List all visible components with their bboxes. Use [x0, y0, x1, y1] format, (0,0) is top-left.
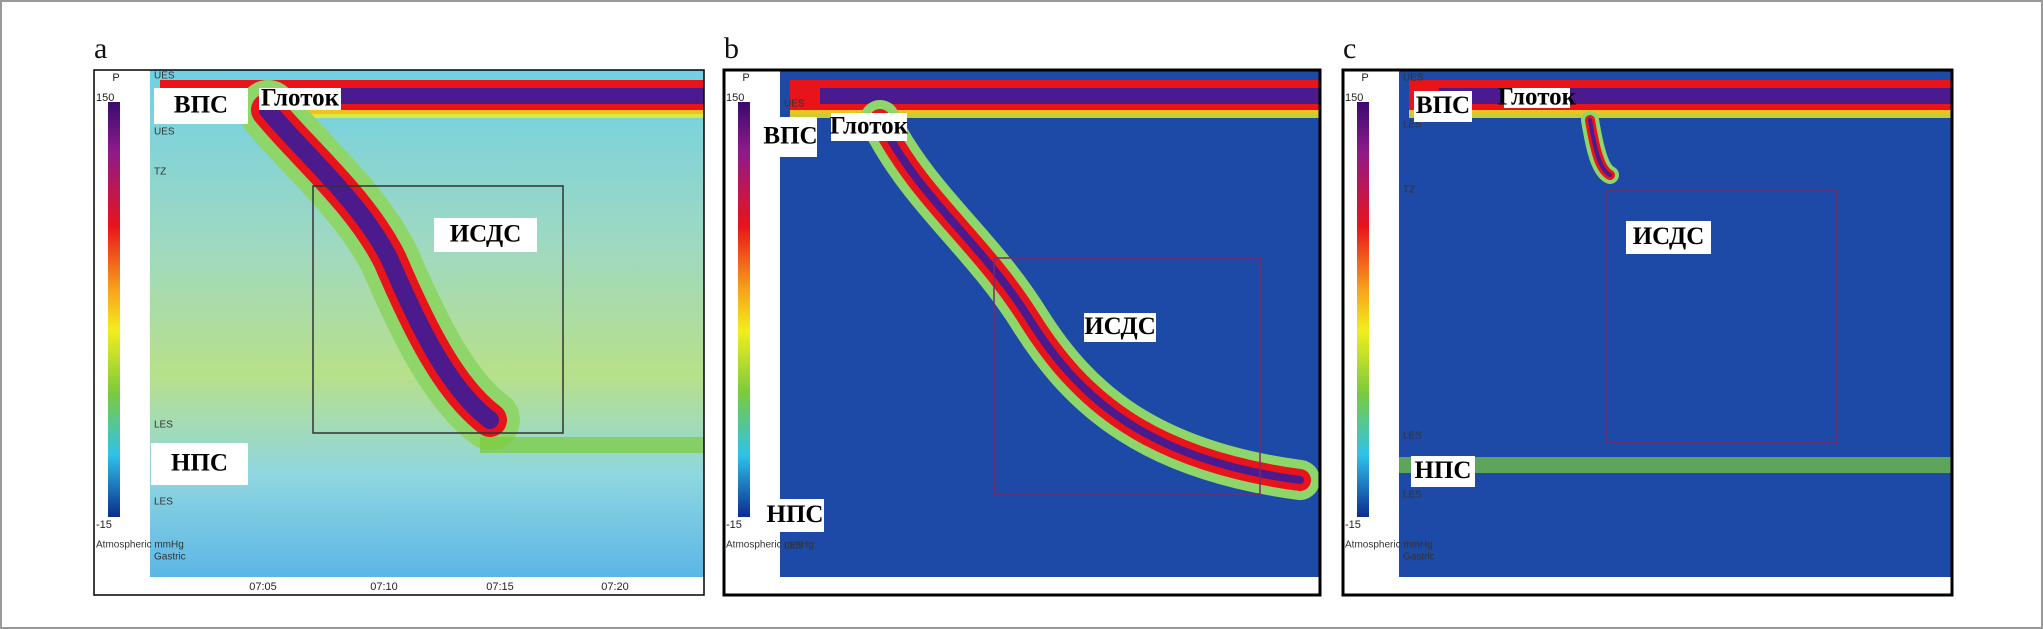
panel: bP 150 -15 Atmospheric mmHg UES LES ВПС Глоток И…	[722, 32, 1322, 597]
colorbar-top: 150	[726, 92, 744, 104]
annotation-bg	[1084, 313, 1156, 342]
sensor-label: UES	[784, 99, 805, 110]
sensor-label: UES	[1403, 73, 1424, 84]
ues-band-edge	[1409, 110, 1952, 118]
sensor-label: UES	[154, 127, 175, 138]
colorbar	[738, 102, 750, 517]
annotation: НПС	[171, 450, 228, 477]
annotation: ИСДС	[1633, 223, 1705, 250]
analysis-box	[312, 185, 564, 434]
panel-frame	[93, 69, 705, 596]
panel: aP 150 -15 Atmospheric mmHg UES UES TZ LES LES Ga…	[93, 32, 705, 596]
colorbar-unit: Atmospheric mmHg	[96, 540, 184, 551]
time-tick: 07:05	[249, 581, 277, 593]
heatmap	[1399, 70, 1952, 577]
sensor-label: LES	[1403, 120, 1422, 131]
annotation-bg	[151, 443, 248, 485]
panel-label: b	[724, 32, 739, 65]
annotation-bg	[1626, 221, 1711, 254]
time-tick: 07:10	[370, 581, 398, 593]
annotation: ИСДС	[450, 221, 522, 248]
analysis-box	[1606, 189, 1838, 444]
panel-frame	[1341, 68, 1954, 597]
sensor-label: LES	[1403, 431, 1422, 442]
annotation: Глоток	[261, 85, 340, 112]
sensor-label: UES	[154, 71, 175, 82]
colorbar-bottom: -15	[1345, 519, 1361, 531]
colorbar-top: 150	[1345, 92, 1363, 104]
colorbar-top: 150	[96, 92, 114, 104]
ues-band-inner	[820, 88, 1320, 104]
annotation-bg	[1504, 88, 1570, 108]
annotation-bg	[1411, 456, 1475, 487]
colorbar-bottom: -15	[96, 519, 112, 531]
colorbar-bg	[1343, 70, 1399, 577]
annotation: Глоток	[1498, 84, 1577, 111]
colorbar-bg	[94, 70, 150, 577]
time-tick: 07:20	[601, 581, 629, 593]
panel: cP 150 -15 Atmospheric mmHg UES LES TZ LES LES Ga…	[1341, 32, 1954, 597]
annotation-bg	[434, 218, 537, 252]
panel-label: c	[1343, 32, 1356, 65]
swallow-band	[1588, 118, 1612, 177]
annotation: ВПС	[763, 123, 817, 150]
swallow-band	[259, 101, 499, 429]
colorbar-bottom: -15	[726, 519, 742, 531]
annotation: ВПС	[1416, 92, 1470, 119]
annotation-bg	[1414, 91, 1472, 122]
annotation: НПС	[767, 501, 824, 528]
sensor-label: LES	[154, 497, 173, 508]
sensor-label: Gastric	[1403, 552, 1435, 563]
colorbar-unit: Atmospheric mmHg	[726, 540, 814, 551]
sensor-label: TZ	[154, 167, 166, 178]
colorbar-header: P	[112, 72, 119, 84]
ues-band-edge	[790, 110, 1320, 118]
annotation: ИСДС	[1084, 313, 1156, 340]
annotation-bg	[259, 88, 341, 110]
ues-band-edge	[160, 110, 704, 118]
colorbar-header: P	[742, 72, 749, 84]
sensor-label: LES	[784, 541, 803, 552]
annotation: Глоток	[830, 113, 909, 140]
sensor-label: TZ	[1403, 185, 1415, 196]
annotation-bg	[154, 88, 248, 124]
panel-frame	[722, 68, 1322, 597]
colorbar	[108, 102, 120, 517]
sensor-label: Gastric	[154, 552, 186, 563]
colorbar-header: P	[1361, 72, 1368, 84]
sensor-label: LES	[1403, 490, 1422, 501]
colorbar-unit: Atmospheric mmHg	[1345, 540, 1433, 551]
annotation-bg	[764, 117, 817, 157]
panel-label: a	[94, 32, 107, 65]
annotation: ВПС	[174, 92, 228, 119]
annotation-bg	[831, 113, 907, 141]
annotation-bg	[766, 499, 824, 532]
annotation: НПС	[1415, 457, 1472, 484]
sensor-label: LES	[154, 420, 173, 431]
colorbar	[1357, 102, 1369, 517]
swallow-band	[876, 116, 1304, 484]
analysis-box	[993, 257, 1261, 495]
time-tick: 07:15	[486, 581, 514, 593]
